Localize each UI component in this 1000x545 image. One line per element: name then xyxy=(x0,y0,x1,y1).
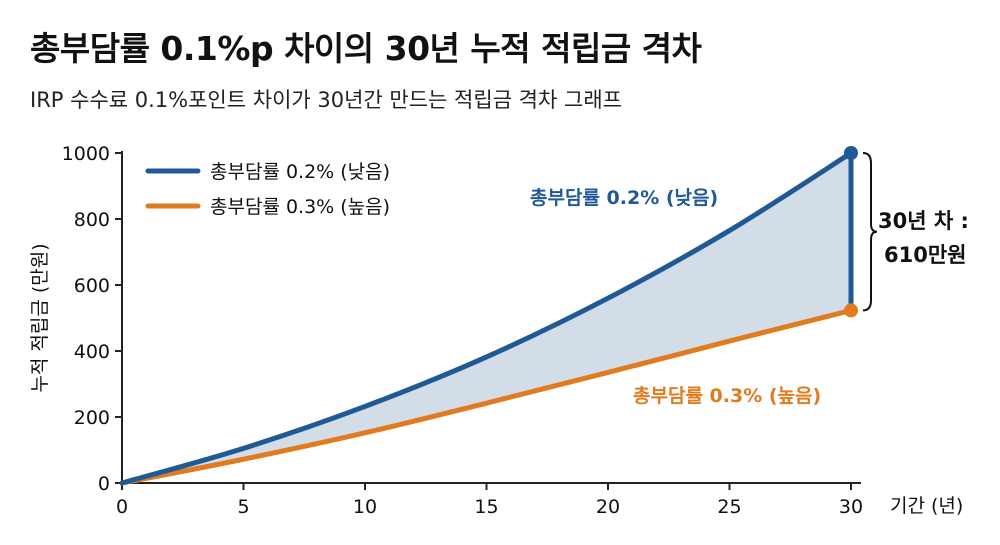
y-tick-label: 800 xyxy=(74,209,110,231)
axes xyxy=(121,151,861,484)
end-point-high-fee xyxy=(844,303,858,318)
chart-title: 총부담률 0.1%p 차이의 30년 누적 적립금 격차 xyxy=(30,29,702,68)
legend-label-high-fee: 총부담률 0.3% (높음) xyxy=(210,196,390,218)
series-label-low-fee: 총부담률 0.2% (낮음) xyxy=(530,187,718,209)
x-tick-label: 0 xyxy=(116,496,128,518)
y-tick-label: 600 xyxy=(74,275,110,297)
gap-label-line2: 610만원 xyxy=(884,243,966,267)
x-tick-label: 5 xyxy=(237,496,249,518)
y-tick-label: 0 xyxy=(98,473,110,495)
y-tick-label: 1000 xyxy=(62,143,110,165)
series-line-low-fee xyxy=(119,150,854,486)
legend: 총부담률 0.2% (낮음) 총부담률 0.3% (높음) xyxy=(145,161,390,218)
y-tick-label: 200 xyxy=(74,407,110,429)
gap-brace xyxy=(862,152,878,312)
legend-label-low-fee: 총부담률 0.2% (낮음) xyxy=(210,161,390,183)
y-tick-label: 400 xyxy=(74,341,110,363)
chart-subtitle: IRP 수수료 0.1%포인트 차이가 30년간 만드는 적립금 격차 그래프 xyxy=(30,88,622,112)
ticks: 0 200 400 600 800 1000 0 5 10 15 20 25 30 xyxy=(62,143,863,518)
series-label-high-fee: 총부담률 0.3% (높음) xyxy=(633,385,821,407)
gap-area xyxy=(122,153,851,483)
y-axis-title: 누적 적립금 (만원) xyxy=(29,243,51,392)
x-tick-label: 20 xyxy=(596,496,620,518)
x-tick-label: 30 xyxy=(839,496,863,518)
x-tick-label: 15 xyxy=(474,496,498,518)
x-tick-label: 10 xyxy=(353,496,377,518)
x-tick-label: 25 xyxy=(717,496,741,518)
end-point-low-fee xyxy=(844,146,858,160)
series-line-high-fee xyxy=(119,307,854,486)
x-axis-title: 기간 (년) xyxy=(890,495,963,517)
gap-label-line1: 30년 차 : xyxy=(878,209,969,233)
